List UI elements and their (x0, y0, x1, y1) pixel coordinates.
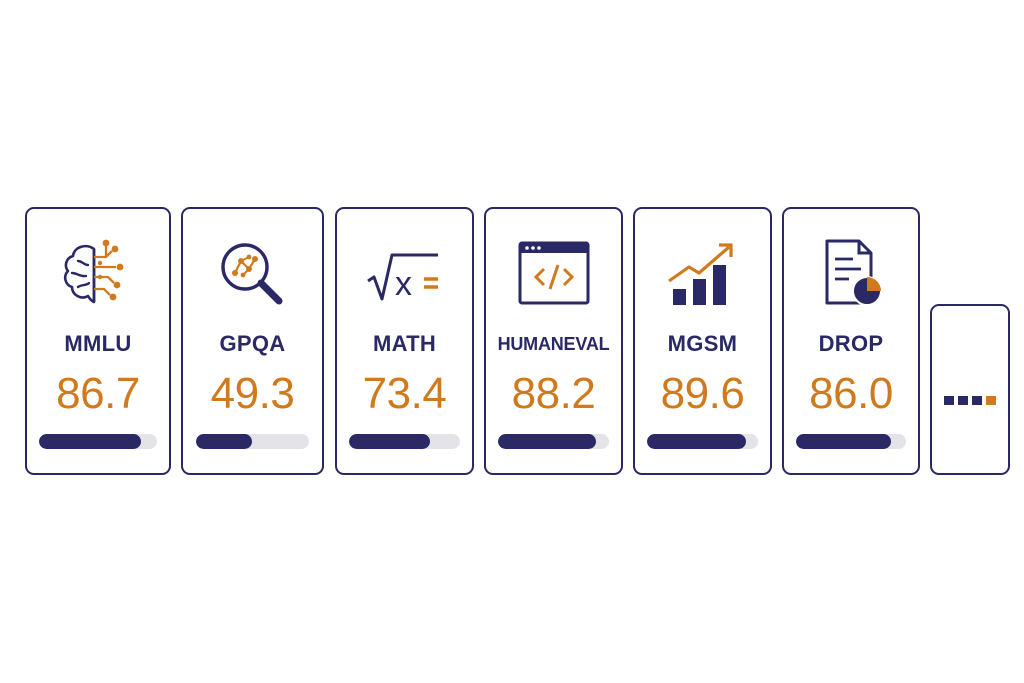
benchmark-card-mgsm[interactable]: MGSM 89.6 (633, 207, 772, 475)
benchmark-label: MMLU (64, 331, 132, 356)
benchmark-card-drop[interactable]: DROP 86.0 (782, 207, 920, 475)
score-progress-bar (796, 434, 906, 449)
magnifier-graph-icon (183, 235, 322, 313)
benchmark-label: MATH (372, 331, 437, 356)
dot (958, 396, 968, 405)
score-progress-fill (349, 434, 431, 449)
score-progress-fill (498, 434, 596, 449)
score-progress-bar (39, 434, 157, 449)
benchmark-label: HUMANEVAL (497, 334, 610, 354)
score-progress-fill (796, 434, 891, 449)
score-progress-fill (647, 434, 747, 449)
score-progress-fill (196, 434, 252, 449)
benchmark-score: 89.6 (660, 369, 745, 418)
bar-chart-trend-icon (635, 235, 770, 313)
benchmark-card-math[interactable]: x MATH 73.4 (335, 207, 474, 475)
code-window-icon (486, 235, 621, 313)
score-progress-bar (498, 434, 609, 449)
ellipsis-dots-icon (932, 396, 1008, 405)
document-pie-icon (784, 235, 918, 313)
benchmark-score: 73.4 (362, 369, 447, 418)
more-benchmarks-card[interactable] (930, 304, 1010, 475)
score-progress-fill (39, 434, 142, 449)
benchmark-score: 49.3 (210, 369, 295, 418)
benchmark-card-gpqa[interactable]: GPQA 49.3 (181, 207, 324, 475)
score-progress-bar (196, 434, 309, 449)
sqrt-x-equals-icon: x (337, 235, 472, 313)
dot (944, 396, 954, 405)
benchmark-card-humaneval[interactable]: HUMANEVAL 88.2 (484, 207, 623, 475)
dot-accent (986, 396, 996, 405)
benchmark-score: 86.7 (56, 369, 140, 418)
brain-circuit-icon (27, 235, 169, 313)
benchmark-label: MGSM (667, 331, 738, 356)
benchmark-label: GPQA (219, 331, 286, 356)
benchmark-card-mmlu[interactable]: MMLU 86.7 (25, 207, 171, 475)
benchmark-score: 88.2 (511, 369, 596, 418)
score-progress-bar (349, 434, 460, 449)
score-progress-bar (647, 434, 758, 449)
dot (972, 396, 982, 405)
svg-text:x: x (395, 265, 412, 303)
benchmark-label: DROP (818, 331, 884, 356)
benchmark-score: 86.0 (809, 369, 893, 418)
